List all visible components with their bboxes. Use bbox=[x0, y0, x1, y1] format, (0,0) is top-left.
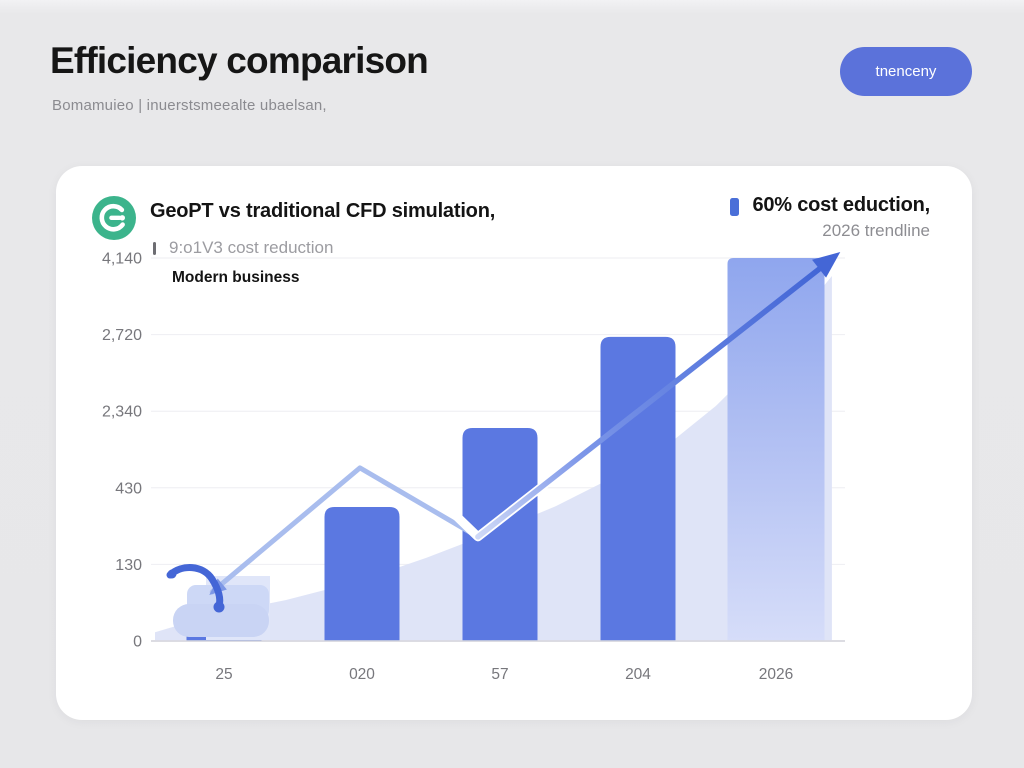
tick-mark-icon bbox=[153, 241, 156, 255]
legend-primary-label: 60% cost eduction, bbox=[752, 194, 930, 216]
svg-text:130: 130 bbox=[115, 557, 142, 574]
svg-text:2,720: 2,720 bbox=[102, 327, 142, 344]
svg-text:57: 57 bbox=[491, 666, 508, 683]
trend-button[interactable]: tnenceny bbox=[840, 47, 972, 96]
svg-text:430: 430 bbox=[115, 480, 142, 497]
card-header: GeoPT vs traditional CFD simulation, 9:o… bbox=[92, 196, 495, 287]
svg-text:204: 204 bbox=[625, 666, 651, 683]
chart-legend: 60% cost eduction, 2026 trendline bbox=[730, 194, 930, 241]
legend-marker-icon bbox=[730, 198, 740, 216]
page-subtitle: Bomamuieo | inuerstsmeealte ubaelsan, bbox=[52, 97, 327, 114]
svg-text:2026: 2026 bbox=[759, 666, 793, 683]
legend-secondary-label: 2026 trendline bbox=[822, 221, 930, 240]
chart-subtitle-strong: Modern business bbox=[172, 269, 300, 286]
geopt-logo-icon bbox=[92, 196, 136, 240]
chart-subtitle: 9:o1V3 cost reduction bbox=[169, 238, 334, 257]
svg-text:2,340: 2,340 bbox=[102, 404, 142, 421]
svg-text:0: 0 bbox=[133, 634, 142, 651]
chart-card: GeoPT vs traditional CFD simulation, 9:o… bbox=[56, 166, 972, 720]
svg-text:25: 25 bbox=[215, 666, 232, 683]
chart-title: GeoPT vs traditional CFD simulation, bbox=[150, 200, 496, 222]
svg-text:020: 020 bbox=[349, 666, 375, 683]
page-title: Efficiency comparison bbox=[50, 40, 429, 81]
